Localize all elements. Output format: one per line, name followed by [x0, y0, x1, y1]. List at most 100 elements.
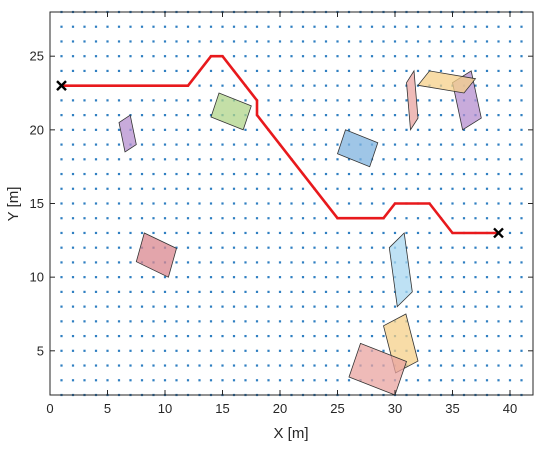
grid-point: [140, 99, 144, 102]
grid-point: [290, 40, 293, 43]
grid-point: [497, 187, 500, 190]
grid-point: [508, 69, 512, 73]
grid-point: [347, 202, 351, 205]
grid-point: [393, 305, 397, 308]
grid-point: [83, 364, 86, 367]
grid-point: [497, 261, 500, 264]
grid-point: [405, 231, 408, 235]
grid-point: [140, 379, 144, 382]
grid-point: [106, 349, 109, 352]
grid-point: [451, 246, 454, 249]
grid-point: [451, 276, 454, 279]
grid-point: [209, 143, 213, 146]
grid-point: [439, 202, 443, 205]
grid-point: [244, 305, 247, 308]
grid-point: [324, 276, 328, 279]
grid-point: [370, 276, 374, 279]
grid-point: [255, 217, 259, 220]
x-tick-label: 10: [158, 401, 172, 416]
grid-point: [370, 231, 374, 235]
grid-point: [451, 217, 454, 220]
grid-point: [474, 143, 477, 146]
grid-point: [439, 25, 443, 28]
grid-point: [474, 128, 477, 131]
grid-point: [106, 202, 109, 205]
grid-point: [106, 128, 109, 131]
grid-point: [175, 99, 178, 102]
grid-point: [106, 114, 109, 117]
grid-point: [462, 276, 466, 279]
grid-point: [209, 217, 213, 220]
grid-point: [267, 217, 270, 220]
grid-point: [71, 261, 75, 264]
grid-point: [83, 290, 86, 293]
grid-point: [71, 217, 75, 220]
grid-point: [175, 246, 178, 249]
grid-point: [175, 364, 178, 367]
grid-point: [451, 25, 454, 28]
grid-point: [336, 40, 339, 43]
y-tick-label: 5: [37, 343, 44, 358]
grid-point: [359, 320, 362, 323]
grid-point: [428, 320, 431, 323]
grid-point: [359, 69, 362, 73]
grid-point: [359, 290, 362, 293]
grid-point: [474, 40, 477, 43]
grid-point: [267, 364, 270, 367]
grid-point: [439, 276, 443, 279]
grid-point: [198, 305, 201, 308]
grid-point: [117, 172, 121, 176]
grid-point: [324, 379, 328, 382]
grid-point: [370, 25, 374, 28]
grid-point: [313, 349, 316, 352]
grid-point: [106, 217, 109, 220]
grid-point: [301, 99, 305, 102]
grid-point: [336, 128, 339, 131]
grid-point: [140, 25, 144, 28]
grid-point: [347, 246, 351, 249]
grid-point: [232, 231, 236, 235]
grid-point: [336, 320, 339, 323]
grid-point: [370, 187, 374, 190]
grid-point: [520, 99, 523, 102]
grid-point: [359, 187, 362, 190]
grid-point: [163, 364, 167, 367]
grid-point: [244, 69, 247, 73]
grid-point: [209, 334, 213, 338]
grid-point: [94, 231, 98, 235]
grid-point: [462, 40, 466, 43]
grid-point: [290, 202, 293, 205]
grid-point: [83, 246, 86, 249]
grid-point: [244, 320, 247, 323]
grid-point: [83, 55, 86, 58]
grid-point: [451, 114, 454, 117]
grid-point: [474, 320, 477, 323]
grid-point: [83, 114, 86, 117]
grid-point: [152, 364, 155, 367]
grid-point: [117, 276, 121, 279]
grid-point: [278, 305, 282, 308]
grid-point: [163, 114, 167, 117]
x-tick-label: 35: [445, 401, 459, 416]
grid-point: [405, 158, 408, 161]
grid-point: [416, 276, 420, 279]
grid-point: [462, 364, 466, 367]
grid-point: [462, 305, 466, 308]
grid-point: [71, 334, 75, 338]
grid-point: [232, 128, 236, 131]
grid-point: [106, 290, 109, 293]
grid-point: [497, 202, 500, 205]
grid-point: [60, 69, 63, 73]
grid-point: [497, 143, 500, 146]
grid-point: [278, 40, 282, 43]
grid-point: [508, 305, 512, 308]
grid-point: [497, 320, 500, 323]
grid-point: [60, 217, 63, 220]
grid-point: [485, 305, 489, 308]
grid-point: [405, 379, 408, 382]
grid-point: [94, 172, 98, 176]
grid-point: [232, 202, 236, 205]
grid-point: [497, 305, 500, 308]
grid-point: [221, 172, 224, 176]
grid-point: [347, 25, 351, 28]
